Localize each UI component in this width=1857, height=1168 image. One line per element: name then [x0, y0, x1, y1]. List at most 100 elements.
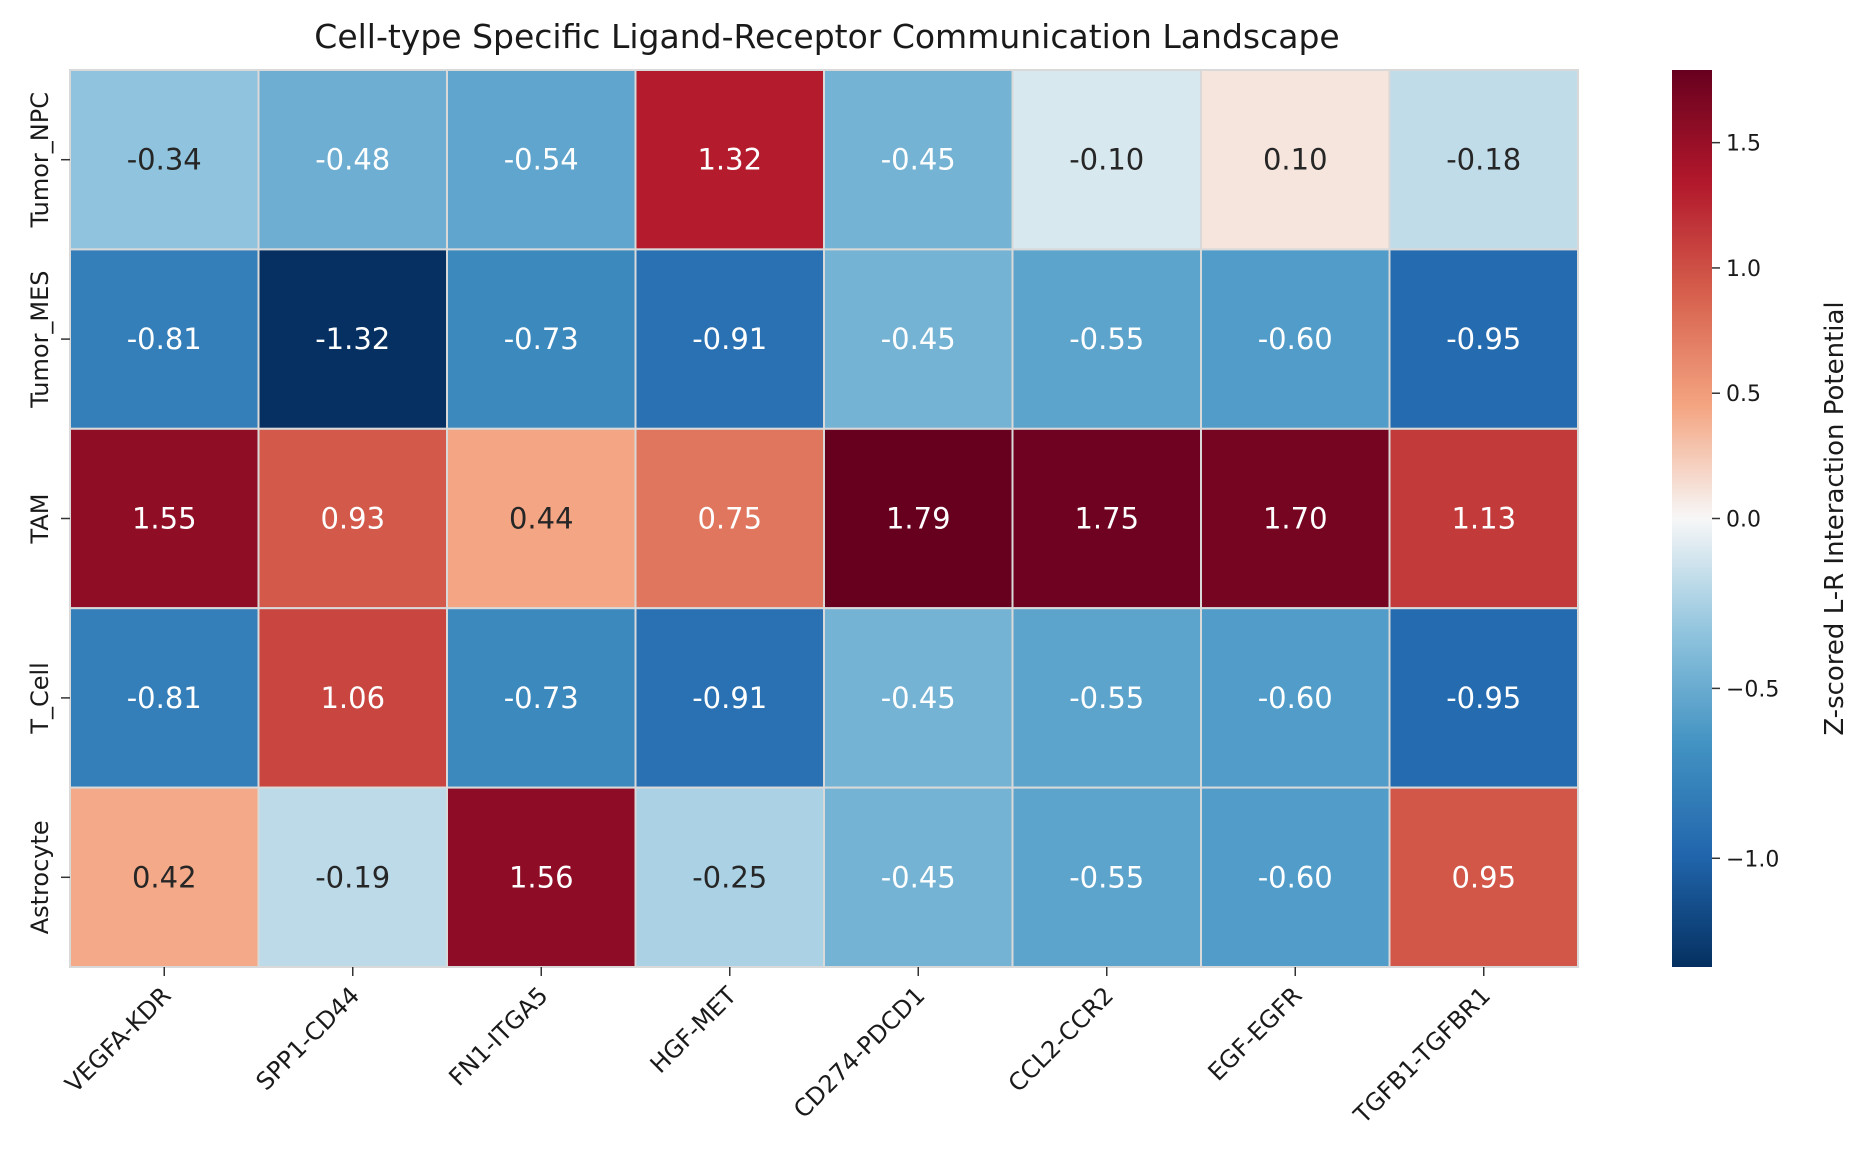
- heatmap-cell: [1388, 69, 1579, 251]
- heatmap-cell: [634, 69, 825, 251]
- cell-value-label: -0.55: [1069, 860, 1144, 894]
- heatmap-cell: [446, 607, 637, 789]
- cell-value-label: -0.81: [127, 322, 202, 356]
- x-tick-label: EGF-EGFR: [1203, 981, 1308, 1086]
- heatmap-cell: [1388, 248, 1579, 430]
- colorbar-tick-label: −0.5: [1726, 677, 1779, 702]
- cell-value-label: -0.54: [504, 143, 579, 177]
- x-tick-label: FN1-ITGA5: [443, 981, 553, 1091]
- cell-value-label: 1.79: [886, 502, 951, 536]
- heatmap-cell: [1200, 427, 1391, 610]
- colorbar-tick-label: −1.0: [1726, 847, 1779, 872]
- heatmap-cell: [1011, 69, 1202, 251]
- cell-value-label: 1.75: [1074, 502, 1139, 536]
- heatmap-cell: [257, 427, 448, 610]
- heatmap-cell: [1200, 607, 1391, 789]
- heatmap-cell: [257, 248, 448, 430]
- cell-value-label: -0.60: [1258, 860, 1333, 894]
- x-tick-label: VEGFA-KDR: [60, 981, 177, 1098]
- heatmap-cell: [823, 248, 1014, 430]
- heatmap-cell: [446, 427, 637, 610]
- x-tick-label: SPP1-CD44: [251, 981, 365, 1095]
- x-tick-label: CD274-PDCD1: [788, 981, 930, 1123]
- cell-value-label: 1.56: [509, 860, 574, 894]
- cell-value-label: -0.55: [1069, 322, 1144, 356]
- colorbar-tick-label: 0.0: [1726, 508, 1761, 533]
- heatmap-cell: [823, 786, 1014, 968]
- heatmap-cell: [69, 427, 260, 610]
- cell-value-label: -0.19: [315, 860, 390, 894]
- heatmap-cell: [1011, 786, 1202, 968]
- heatmap-cell: [1011, 248, 1202, 430]
- colorbar: −1.0 −0.5 0.0 0.5 1.0 1.5 Z-scored L-R Intera…: [1672, 70, 1850, 967]
- cell-value-label: -0.55: [1069, 681, 1144, 715]
- cell-value-label: -0.60: [1258, 322, 1333, 356]
- y-axis: Tumor_NPC Tumor_MES TAM T_Cell Astrocyte: [26, 92, 70, 934]
- cell-value-label: 1.70: [1263, 502, 1328, 536]
- colorbar-label: Z-scored L-R Interaction Potential: [1820, 301, 1850, 735]
- heatmap-cell: [634, 786, 825, 968]
- heatmap-cell-labels: -0.34 -0.48 -0.54 1.32 -0.45 -0.10 0.10 -0.18 -0…: [127, 143, 1522, 895]
- cell-value-label: 0.10: [1263, 143, 1328, 177]
- cell-value-label: -0.45: [881, 322, 956, 356]
- cell-value-label: -1.32: [315, 322, 390, 356]
- y-tick-label: T_Cell: [26, 662, 54, 735]
- cell-value-label: -0.34: [127, 143, 202, 177]
- y-tick-label: Tumor_NPC: [26, 92, 54, 228]
- heatmap-cell: [257, 69, 448, 251]
- heatmap-cell: [823, 427, 1014, 610]
- x-tick-label: TGFB1-TGFBR1: [1348, 981, 1496, 1129]
- cell-value-label: -0.91: [692, 322, 767, 356]
- cell-value-label: 0.44: [509, 502, 574, 536]
- cell-value-label: -0.48: [315, 143, 390, 177]
- cell-value-label: -0.60: [1258, 681, 1333, 715]
- cell-value-label: 0.75: [697, 502, 762, 536]
- cell-value-label: 1.55: [132, 502, 197, 536]
- heatmap-cell: [1200, 786, 1391, 968]
- colorbar-gradient: [1672, 70, 1712, 967]
- heatmap-cell: [1011, 427, 1202, 610]
- y-tick-label: Tumor_MES: [26, 270, 54, 408]
- heatmap-cell: [446, 69, 637, 251]
- cell-value-label: 1.13: [1451, 502, 1516, 536]
- heatmap-cell: [446, 786, 637, 968]
- heatmap-cell: [634, 427, 825, 610]
- cell-value-label: 0.93: [320, 502, 385, 536]
- cell-value-label: -0.95: [1446, 681, 1521, 715]
- x-tick-label: HGF-MET: [645, 981, 743, 1079]
- cell-value-label: -0.91: [692, 681, 767, 715]
- chart-title: Cell-type Specific Ligand-Receptor Commu…: [314, 17, 1339, 56]
- cell-value-label: -0.25: [692, 860, 767, 894]
- cell-value-label: -0.18: [1446, 143, 1521, 177]
- cell-value-label: -0.45: [881, 860, 956, 894]
- heatmap-cells: [69, 69, 1579, 968]
- heatmap-cell: [823, 69, 1014, 251]
- cell-value-label: -0.45: [881, 143, 956, 177]
- x-tick-label: CCL2-CCR2: [1003, 981, 1119, 1097]
- colorbar-tick-label: 0.5: [1726, 382, 1761, 407]
- heatmap-cell: [69, 69, 260, 251]
- heatmap-cell: [823, 607, 1014, 789]
- cell-value-label: -0.10: [1069, 143, 1144, 177]
- heatmap-cell: [1388, 427, 1579, 610]
- cell-value-label: -0.73: [504, 681, 579, 715]
- cell-value-label: 1.06: [320, 681, 385, 715]
- cell-value-label: 0.42: [132, 860, 197, 894]
- heatmap-cell: [1200, 248, 1391, 430]
- colorbar-ticks: −1.0 −0.5 0.0 0.5 1.0 1.5: [1712, 132, 1779, 872]
- y-tick-label: TAM: [26, 494, 54, 545]
- cell-value-label: -0.73: [504, 322, 579, 356]
- colorbar-tick-label: 1.0: [1726, 257, 1761, 282]
- cell-value-label: 1.32: [697, 143, 762, 177]
- cell-value-label: -0.95: [1446, 322, 1521, 356]
- y-tick-label: Astrocyte: [26, 820, 54, 934]
- heatmap-cell: [69, 607, 260, 789]
- cell-value-label: -0.45: [881, 681, 956, 715]
- heatmap-cell: [634, 607, 825, 789]
- heatmap-cell: [1388, 786, 1579, 968]
- heatmap-cell: [634, 248, 825, 430]
- cell-value-label: -0.81: [127, 681, 202, 715]
- cell-value-label: 0.95: [1451, 860, 1516, 894]
- x-axis: VEGFA-KDR SPP1-CD44 FN1-ITGA5 HGF-MET CD274-…: [60, 967, 1496, 1130]
